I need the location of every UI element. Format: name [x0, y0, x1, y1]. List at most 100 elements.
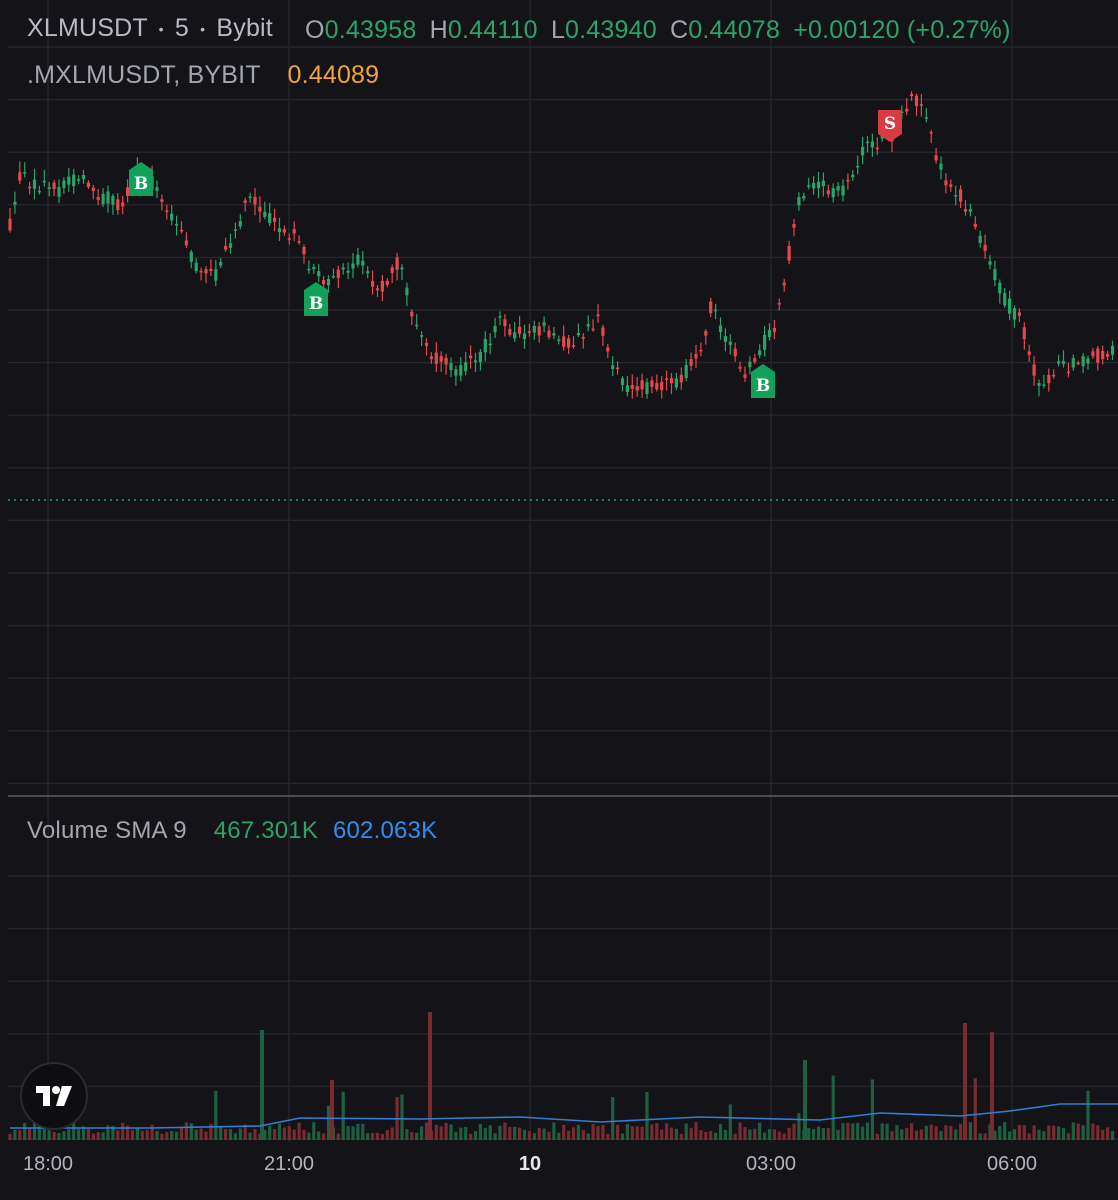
volume-bar	[228, 1129, 233, 1140]
volume-bar	[493, 1133, 497, 1140]
volume-bar	[101, 1132, 105, 1140]
volume-bar	[165, 1132, 169, 1140]
volume-bar	[655, 1123, 659, 1140]
candle-body	[723, 336, 727, 342]
volume-bar	[522, 1129, 527, 1140]
volume-bar	[851, 1123, 855, 1140]
candle-body	[385, 280, 389, 285]
volume-bar	[797, 1113, 801, 1140]
candle-body	[963, 209, 968, 212]
volume-bar	[23, 1123, 27, 1140]
volume-bar	[1003, 1122, 1007, 1140]
candle-body	[312, 266, 316, 270]
volume-bar	[1042, 1131, 1046, 1140]
candle-body	[910, 94, 914, 97]
candle-body	[650, 380, 654, 387]
volume-bar	[591, 1124, 595, 1140]
close-label: C	[669, 16, 689, 44]
candle-body	[954, 195, 958, 197]
candle-body	[1076, 362, 1080, 365]
candle-body	[836, 186, 840, 191]
mark-price-label: .MXLMUSDT, BYBIT	[27, 61, 261, 89]
volume-bar	[640, 1126, 644, 1140]
candle-body	[72, 174, 76, 187]
high-value: 0.44110	[447, 16, 538, 44]
candle-body	[743, 374, 747, 378]
candle-body	[326, 278, 331, 286]
volume-bar	[341, 1091, 345, 1140]
volume-bar	[728, 1104, 732, 1140]
candle-body	[493, 325, 497, 333]
volume-bar	[478, 1123, 482, 1140]
candle-body	[209, 268, 213, 271]
trade-signals: B B B S	[129, 110, 902, 398]
price-change: +0.00120 (+0.27%)	[793, 16, 1011, 44]
candle-body	[42, 180, 46, 183]
volume-bar	[326, 1105, 331, 1140]
candle-body	[694, 353, 698, 359]
volume-bar	[684, 1123, 688, 1140]
volume-bar	[547, 1131, 551, 1140]
mark-price-legend[interactable]: .MXLMUSDT, BYBIT 0.44089	[27, 61, 379, 90]
candle-body	[660, 381, 664, 391]
volume-bar	[1047, 1125, 1051, 1140]
candle-body	[812, 182, 816, 189]
candle-body	[718, 325, 723, 333]
volume-bar	[371, 1133, 375, 1140]
tradingview-logo-button[interactable]	[20, 1062, 88, 1130]
candle-body	[547, 330, 551, 337]
open-value: 0.43958	[324, 16, 417, 44]
volume-bar	[8, 1133, 12, 1140]
volume-bar	[503, 1122, 507, 1140]
candle-body	[101, 193, 105, 205]
volume-bar	[934, 1126, 938, 1140]
volume-bar	[630, 1126, 634, 1140]
volume-legend[interactable]: Volume SMA 9 467.301K 602.063K	[27, 817, 437, 845]
price-candles	[8, 91, 1115, 399]
symbol-legend[interactable]: XLMUSDT • 5 • Bybit	[27, 14, 273, 43]
volume-bar	[439, 1126, 443, 1140]
volume-bar	[861, 1126, 865, 1140]
candle-body	[449, 363, 453, 371]
volume-bar	[1106, 1127, 1110, 1140]
candle-body	[949, 184, 953, 187]
candle-body	[67, 176, 71, 185]
volume-bars	[8, 1012, 1115, 1140]
candle-body	[86, 182, 90, 187]
volume-bar	[1061, 1128, 1066, 1140]
volume-sma-line	[10, 1103, 1118, 1129]
high-label: H	[429, 16, 448, 44]
candle-body	[1032, 364, 1036, 376]
volume-bar	[454, 1131, 458, 1140]
candle-body	[1027, 351, 1031, 355]
candle-body	[322, 280, 326, 285]
volume-bar	[606, 1133, 610, 1140]
candle-body	[1012, 308, 1017, 320]
volume-bar	[625, 1124, 629, 1140]
volume-bar	[150, 1124, 154, 1140]
volume-bar	[998, 1126, 1002, 1140]
volume-bar	[772, 1129, 776, 1140]
candle-body	[253, 196, 257, 205]
candle-body	[400, 267, 404, 270]
candle-body	[924, 117, 928, 119]
volume-bar	[390, 1127, 394, 1140]
candle-body	[483, 339, 487, 353]
candle-body	[336, 269, 340, 278]
buy-signal-flag	[751, 364, 775, 398]
volume-bar	[738, 1122, 742, 1140]
volume-bar	[483, 1127, 487, 1140]
candle-body	[331, 275, 335, 278]
volume-bar	[175, 1131, 179, 1140]
candle-body	[1037, 383, 1041, 386]
candle-body	[429, 356, 433, 360]
candle-body	[576, 332, 580, 336]
volume-bar	[1101, 1129, 1105, 1140]
volume-bar	[322, 1133, 326, 1140]
candle-body	[714, 309, 718, 312]
candle-body	[263, 211, 267, 217]
volume-spike	[990, 1032, 994, 1140]
volume-bar	[86, 1128, 90, 1140]
